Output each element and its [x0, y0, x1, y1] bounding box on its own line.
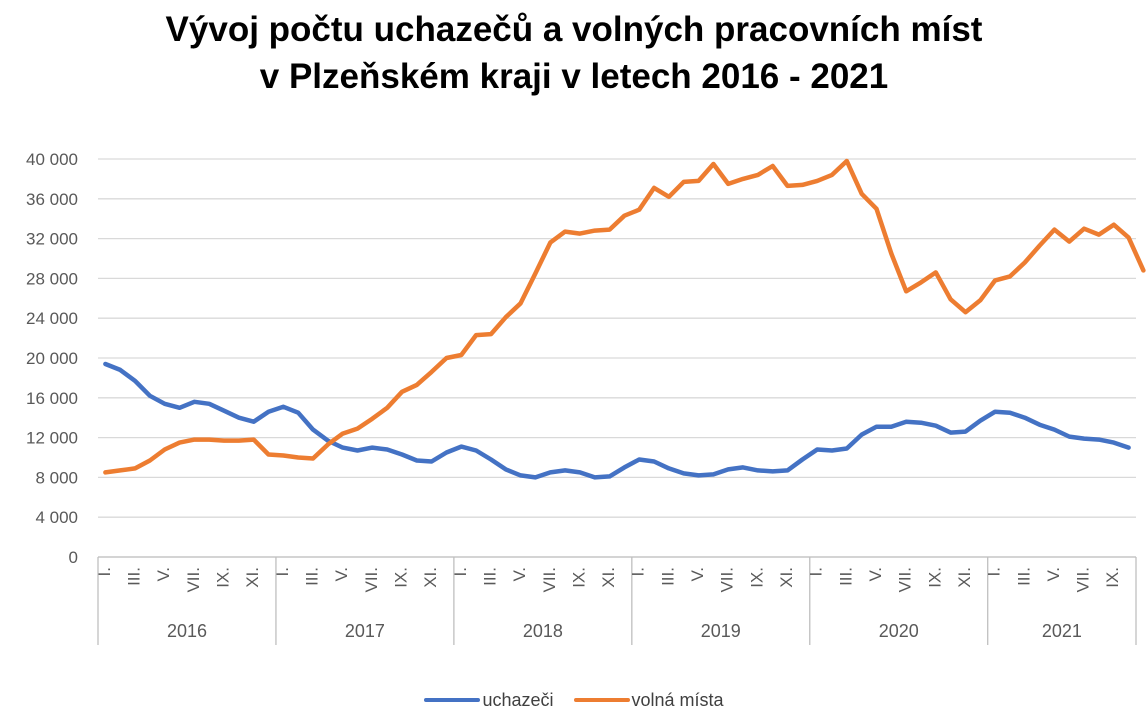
month-tick-label: III. [480, 567, 499, 586]
year-label: 2021 [1042, 621, 1082, 641]
month-tick-label: V. [332, 567, 351, 582]
month-tick-label: V. [688, 567, 707, 582]
legend-swatch [424, 698, 481, 702]
series-line-uchazeci [103, 361, 1131, 480]
month-tick-label: VII. [718, 567, 737, 593]
month-tick-label: IX. [391, 567, 410, 588]
month-tick-label: V. [1044, 567, 1063, 582]
chart-title: Vývoj počtu uchazečů a volných pracovníc… [0, 6, 1148, 100]
year-label: 2020 [879, 621, 919, 641]
month-tick-label: III. [836, 567, 855, 586]
month-tick-label: III. [302, 567, 321, 586]
year-label: 2017 [345, 621, 385, 641]
y-tick-label: 8 000 [35, 468, 78, 487]
y-tick-label: 36 000 [26, 190, 78, 209]
month-tick-label: XI. [421, 567, 440, 588]
month-tick-label: V. [510, 567, 529, 582]
y-tick-label: 20 000 [26, 349, 78, 368]
year-label: 2016 [167, 621, 207, 641]
year-label: 2018 [523, 621, 563, 641]
month-tick-label: I. [451, 567, 470, 576]
y-tick-label: 24 000 [26, 309, 78, 328]
month-tick-label: VII. [1074, 567, 1093, 593]
y-tick-label: 16 000 [26, 389, 78, 408]
month-tick-label: XI. [955, 567, 974, 588]
month-tick-label: III. [1014, 567, 1033, 586]
month-tick-label: XI. [243, 567, 262, 588]
chart-legend: uchazeči volná místa [0, 688, 1148, 712]
legend-item: uchazeči [424, 689, 554, 711]
month-tick-label: III. [658, 567, 677, 586]
month-tick-label: V. [154, 567, 173, 582]
month-tick-label: VII. [362, 567, 381, 593]
legend-item: volná místa [573, 689, 724, 711]
y-tick-label: 28 000 [26, 269, 78, 288]
month-tick-label: I. [95, 567, 114, 576]
chart-title-line-1: Vývoj počtu uchazečů a volných pracovníc… [165, 10, 983, 49]
legend-label: uchazeči [482, 689, 554, 710]
y-tick-label: 0 [69, 548, 78, 567]
y-tick-label: 12 000 [26, 429, 78, 448]
legend-label: volná místa [631, 689, 724, 710]
month-tick-label: I. [985, 567, 1004, 576]
month-tick-label: IX. [1103, 567, 1122, 588]
month-tick-label: XI. [777, 567, 796, 588]
month-tick-label: I. [273, 567, 292, 576]
year-label: 2019 [701, 621, 741, 641]
chart-title-line-2: v Plzeňském kraji v letech 2016 - 2021 [259, 57, 889, 96]
month-tick-label: I. [629, 567, 648, 576]
month-tick-label: XI. [599, 567, 618, 588]
month-tick-label: VII. [896, 567, 915, 593]
month-tick-label: IX. [925, 567, 944, 588]
y-tick-label: 4 000 [35, 508, 78, 527]
month-tick-label: V. [866, 567, 885, 582]
month-tick-label: IX. [569, 567, 588, 588]
month-tick-label: III. [125, 567, 144, 586]
y-tick-label: 32 000 [26, 230, 78, 249]
month-tick-label: I. [807, 567, 826, 576]
month-tick-label: IX. [214, 567, 233, 588]
month-tick-label: IX. [747, 567, 766, 588]
legend-swatch [573, 698, 630, 702]
month-tick-label: VII. [184, 567, 203, 593]
series-line-volna-mista [103, 158, 1146, 475]
y-tick-label: 40 000 [26, 150, 78, 169]
month-tick-label: VII. [540, 567, 559, 593]
